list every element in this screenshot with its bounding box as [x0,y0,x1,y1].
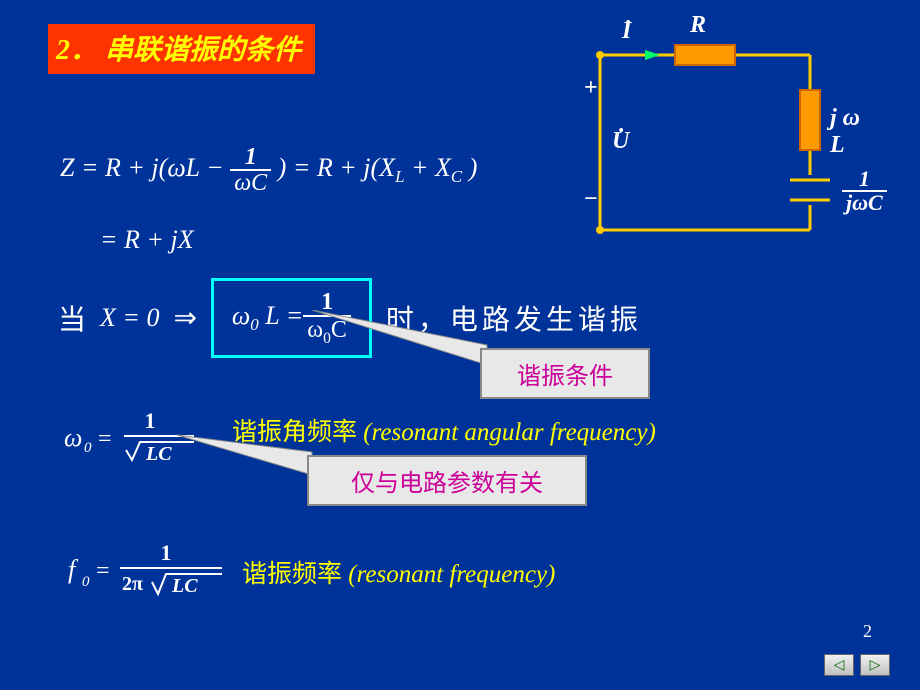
page-number: 2 [863,621,872,642]
svg-text:=: = [98,426,112,452]
frequency-label: 谐振频率 (resonant frequency) [242,554,555,590]
impedance-equation: Z = R + j(ωL − 1 ωC ) = R + j(XL + XC ) [60,145,477,195]
callout-parameters-only: 仅与电路参数有关 [307,455,587,506]
resistor-icon [675,45,735,65]
box-omega-sub: 0 [250,315,258,334]
svg-text:1: 1 [161,540,172,565]
svg-text:2π: 2π [122,573,143,595]
callout1-box: 谐振条件 [480,348,650,399]
box-mid: L = [259,301,304,330]
eq-z-text: Z = R + j(ωL − [60,153,230,182]
inductor-label: j ω L [830,105,870,159]
current-label: I [622,18,631,45]
svg-text:0: 0 [84,440,92,456]
eq-frac-num: 1 [230,145,271,171]
box-omega: ω [232,301,250,330]
circuit-diagram: · I R + · U − j ω L 1 jωC [590,10,870,250]
current-arrow-icon [645,50,660,60]
impedance-equation-line2: = R + jX [100,225,194,255]
implies-arrow-icon: ⇒ [173,301,196,335]
resistor-label: R [690,12,706,39]
capacitor-label: 1 jωC [842,168,887,217]
frequency-en: (resonant frequency) [348,561,555,588]
nav-controls: ◁ ▷ [824,654,890,676]
svg-text:ω: ω [64,423,82,452]
frequency-formula: f 0 = 1 2π LC [62,540,232,600]
cap-frac-num: 1 [842,168,887,192]
x-equals-zero: X = 0 [100,303,159,333]
callout2-pointer-icon [177,430,317,485]
eq-frac-den: ωC [230,171,271,195]
callout-resonance-condition: 谐振条件 [480,348,650,399]
eq-sub-c: C [451,167,462,186]
svg-text:0: 0 [82,574,90,590]
capacitor-icon [790,180,830,200]
when-label: 当 [58,298,86,338]
eq-close: ) [462,153,477,182]
svg-text:=: = [96,558,110,584]
callout1-pointer-icon [312,310,492,370]
eq-after: ) = R + j(X [278,153,395,182]
prev-button[interactable]: ◁ [824,654,854,676]
angular-frequency-en: (resonant angular frequency) [363,419,656,446]
callout2-box: 仅与电路参数有关 [307,455,587,506]
inductor-icon [800,90,820,150]
cap-frac-den: jωC [842,192,887,214]
eq-plus: + X [404,153,450,182]
svg-text:f: f [68,555,79,584]
svg-text:LC: LC [171,575,198,597]
svg-text:1: 1 [145,408,156,433]
minus-terminal: − [584,186,598,213]
svg-text:LC: LC [145,443,172,465]
plus-terminal: + [584,75,598,102]
next-button[interactable]: ▷ [860,654,890,676]
voltage-label: U [612,128,629,155]
section-title: 2． 串联谐振的条件 [48,24,315,74]
circuit-svg [590,10,870,250]
